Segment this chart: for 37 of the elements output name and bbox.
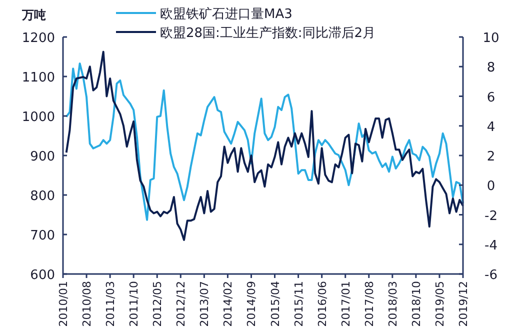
x-tick-label: 2015/04 bbox=[268, 281, 282, 327]
y-tick-label: 900 bbox=[30, 150, 55, 164]
y2-tick-label: 8 bbox=[486, 60, 496, 76]
x-tick-label: 2014/09 bbox=[245, 281, 258, 327]
y2-tick-label: 6 bbox=[486, 90, 496, 106]
y-tick-label: 600 bbox=[30, 268, 55, 283]
x-tick-label: 2013/07 bbox=[198, 281, 212, 327]
y2-tick-label: 2 bbox=[486, 150, 496, 164]
y-tick-label: 800 bbox=[30, 189, 55, 204]
y-axis-title: 万吨 bbox=[21, 8, 46, 22]
x-tick-label: 2019/05 bbox=[433, 281, 446, 327]
x-tick-label: 2016/06 bbox=[316, 281, 329, 327]
y2-tick-label: -6 bbox=[484, 268, 498, 283]
x-tick-label: 2012/05 bbox=[151, 281, 164, 327]
legend-label: 欧盟28国:工业生产指数:同比滞后2月 bbox=[160, 26, 376, 41]
y2-tick-label: 10 bbox=[482, 31, 500, 46]
x-tick-label: 2018/03 bbox=[386, 281, 400, 327]
y2-tick-label: 4 bbox=[486, 120, 496, 135]
y2-tick-label: 0 bbox=[486, 179, 496, 194]
x-tick-label: 2010/01 bbox=[57, 281, 70, 327]
y-tick-label: 1000 bbox=[22, 110, 55, 125]
x-tick-label: 2010/08 bbox=[80, 281, 94, 327]
x-tick-label: 2011/03 bbox=[104, 281, 118, 327]
x-tick-label: 2014/02 bbox=[222, 281, 235, 327]
y-tick-label: 1100 bbox=[22, 70, 55, 86]
y2-tick-label: -4 bbox=[484, 238, 498, 254]
x-tick-label: 2011/10 bbox=[128, 281, 141, 327]
y-tick-label: 700 bbox=[30, 228, 55, 244]
x-tick-label: 2017/08 bbox=[362, 281, 376, 327]
y-tick-label: 1200 bbox=[22, 31, 55, 46]
x-tick-label: 2012/12 bbox=[174, 281, 188, 327]
legend-label: 欧盟铁矿石进口量MA3 bbox=[160, 7, 292, 22]
x-tick-label: 2015/11 bbox=[292, 281, 306, 327]
x-tick-label: 2017/01 bbox=[339, 281, 352, 327]
x-tick-label: 2019/12 bbox=[457, 281, 470, 327]
x-tick-label: 2018/10 bbox=[410, 281, 423, 327]
y2-tick-label: -2 bbox=[484, 208, 498, 224]
